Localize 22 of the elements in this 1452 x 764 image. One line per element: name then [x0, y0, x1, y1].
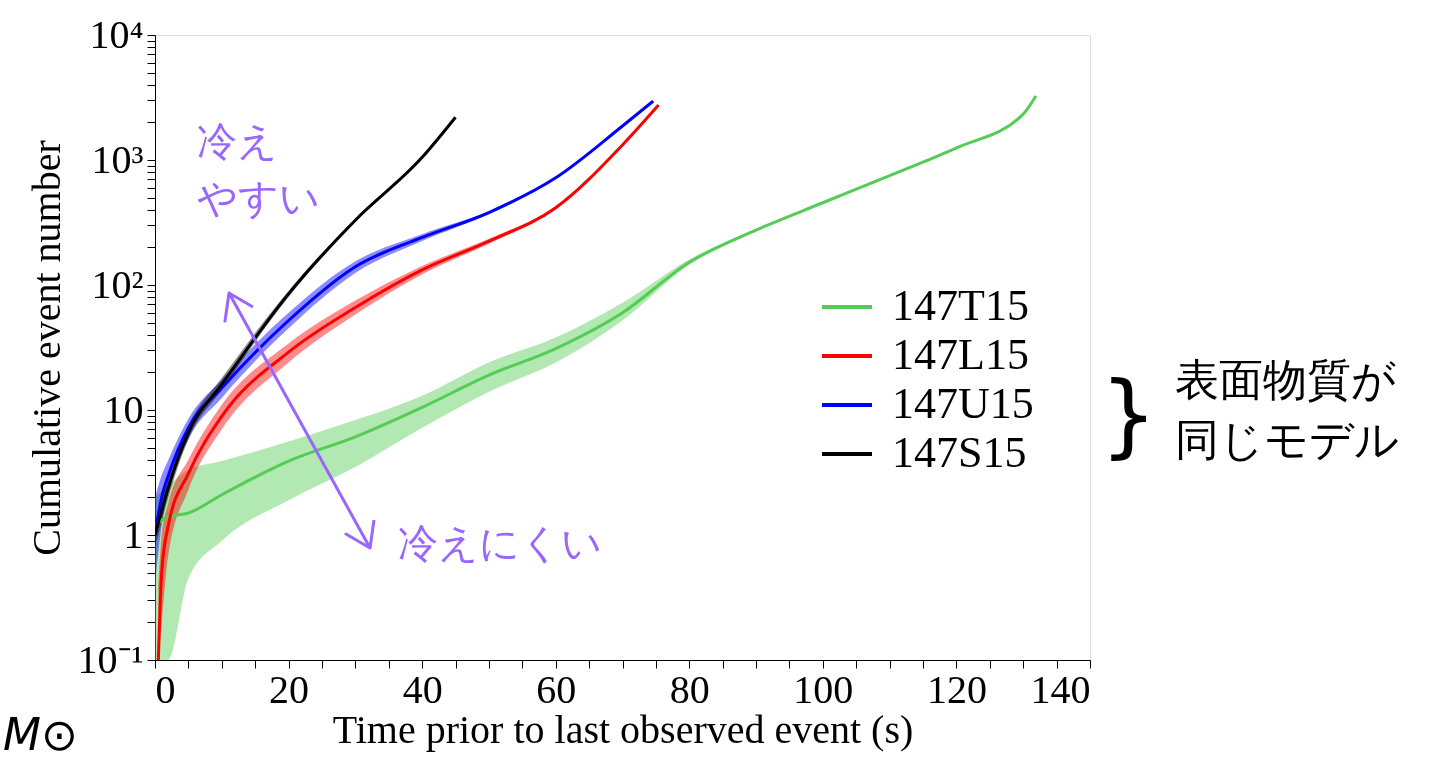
- text: 表面物質が: [1175, 354, 1396, 405]
- text: 同じモデル: [1175, 414, 1399, 465]
- legend-label: 147S15: [892, 428, 1027, 477]
- y-axis-title: Cumulative event number: [23, 140, 69, 556]
- y-tick-label: 10⁻¹: [77, 636, 144, 682]
- y-tick-label: 10³: [91, 136, 144, 182]
- y-tick-label: 1: [123, 511, 144, 557]
- legend-label: 147U15: [892, 379, 1034, 428]
- y-tick-label: 10²: [91, 261, 144, 307]
- text: M⊙: [3, 709, 78, 760]
- legend-label: 147L15: [892, 330, 1029, 379]
- x-tick-label: 120: [926, 666, 987, 712]
- annotation: 冷えにくい: [398, 520, 602, 566]
- y-tick-label: 10: [103, 386, 144, 432]
- annotation: 冷え: [197, 118, 278, 164]
- text: }: [1100, 362, 1158, 467]
- x-tick-label: 140: [1030, 666, 1091, 712]
- x-tick-label: 0: [155, 666, 176, 712]
- y-tick-label: 10⁴: [89, 11, 144, 57]
- x-tick-label: 20: [269, 666, 310, 712]
- legend-label: 147T15: [892, 281, 1029, 330]
- annotation: やすい: [197, 175, 320, 221]
